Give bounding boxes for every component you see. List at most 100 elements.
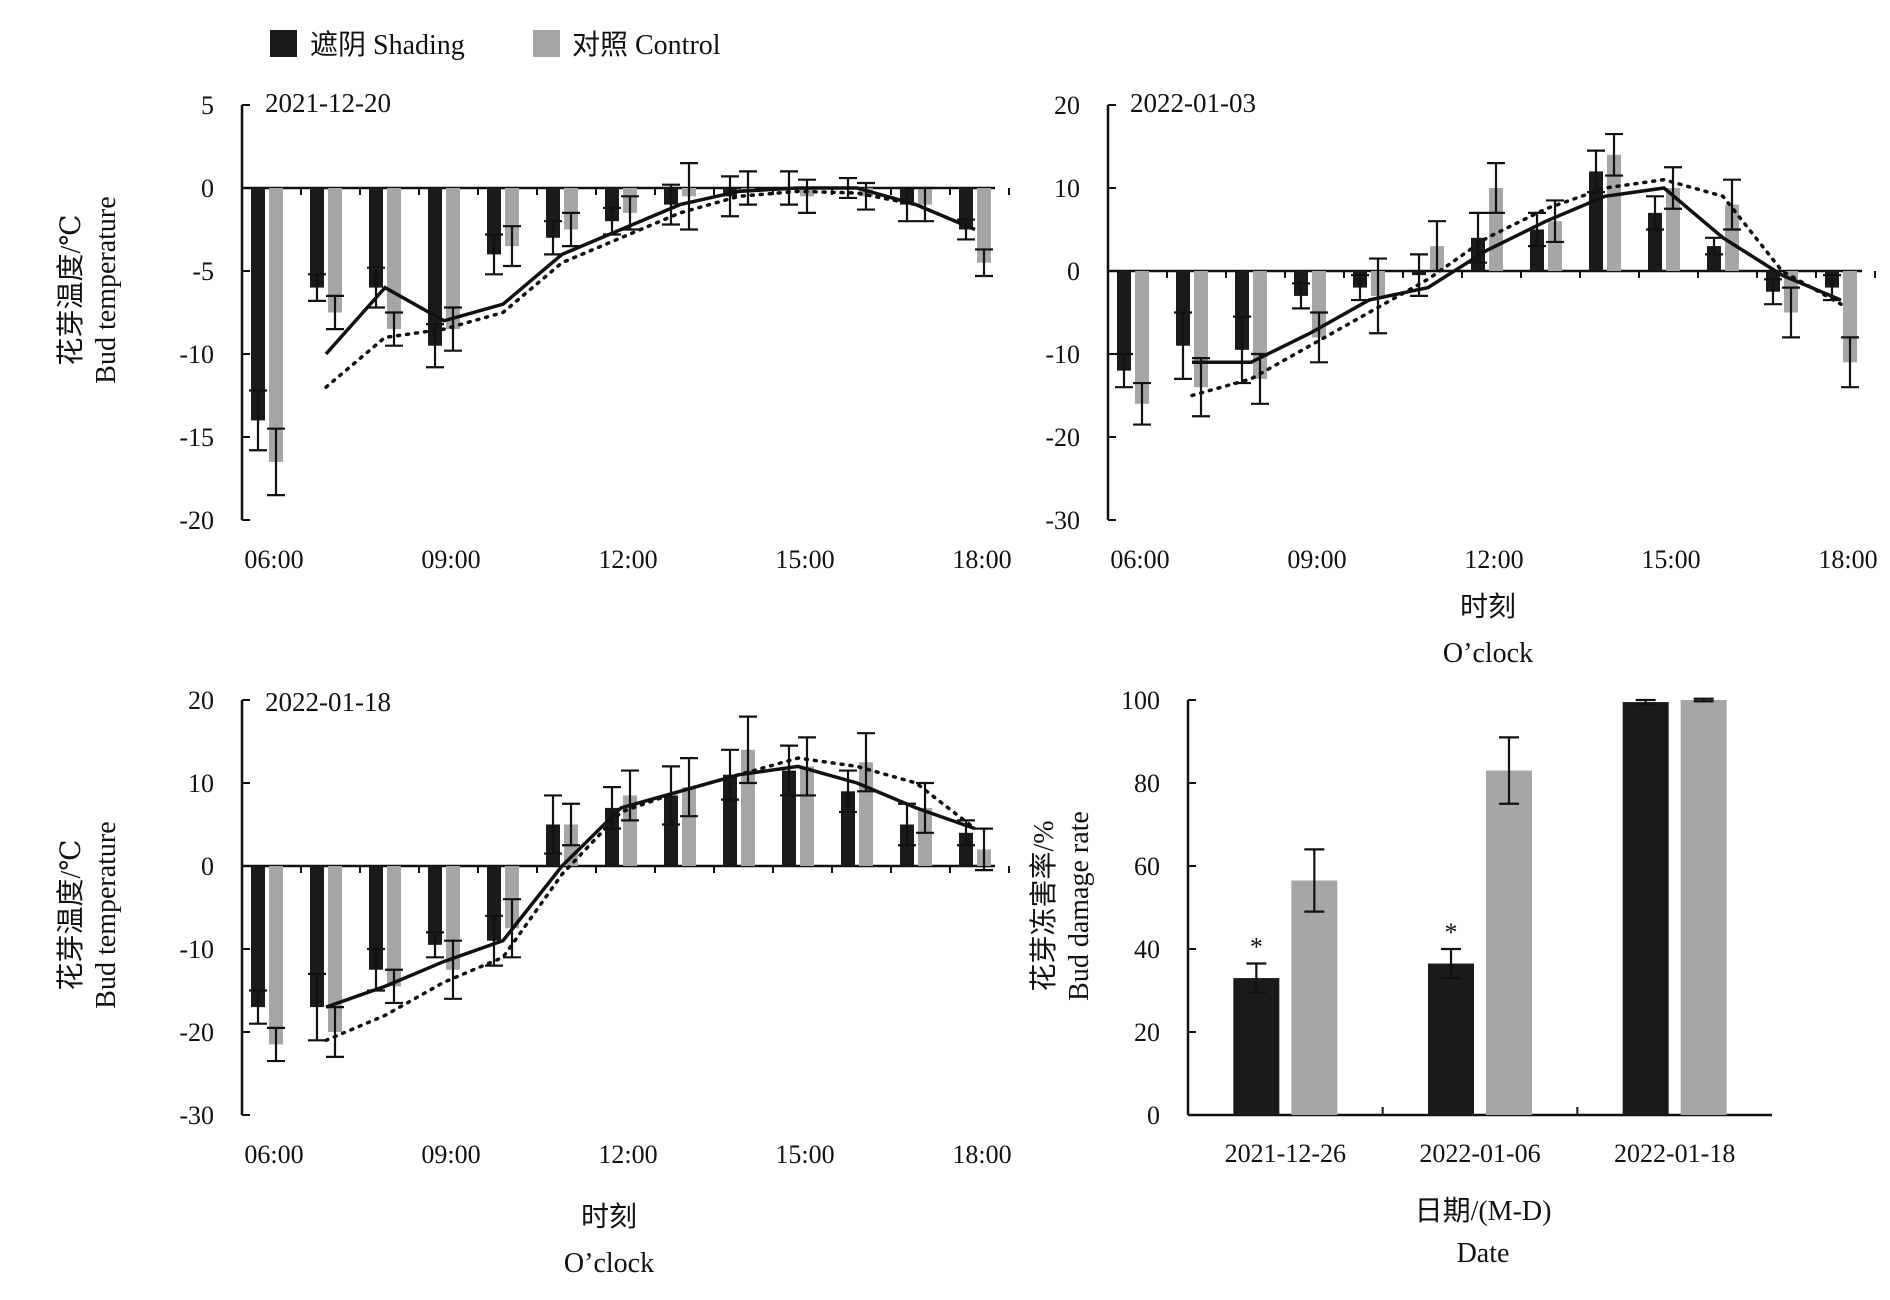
- x-axis-label-cn: 时刻: [1460, 591, 1516, 623]
- bar-shading: [1428, 963, 1474, 1115]
- y-tick-label: -20: [1045, 423, 1080, 452]
- trend-line-control: [1190, 177, 1843, 398]
- bar-control: [1843, 271, 1857, 363]
- x-tick-label: 06:00: [244, 545, 303, 574]
- x-axis-label-en: O’clock: [1443, 638, 1533, 669]
- bar-control: [1548, 221, 1562, 271]
- bar-shading: [428, 188, 442, 346]
- y-axis-label-cn: 花芽温度/℃: [55, 214, 87, 365]
- y-axis-label-cn: 花芽温度/℃: [55, 839, 87, 990]
- y-tick-label: -10: [179, 935, 214, 964]
- significance-marker: *: [1250, 933, 1263, 962]
- y-tick-label: -10: [1045, 340, 1080, 369]
- legend-label-control: 对照 Control: [572, 29, 721, 61]
- bar-control: [269, 188, 283, 462]
- x-tick-label: 06:00: [244, 1140, 303, 1169]
- panel-2022-01-03: 2022-01-03 时刻 O’clock 20 10 0 -10 -20 -30 06:0…: [1045, 88, 1877, 669]
- bar-control: [1725, 204, 1739, 271]
- y-axis-label-en: Bud damage rate: [1064, 811, 1095, 1001]
- panel-date-title: 2022-01-18: [265, 687, 391, 717]
- bar-control: [387, 188, 401, 330]
- y-tick-label: -30: [179, 1101, 214, 1130]
- panel-2022-01-18: 2022-01-18 花芽温度/℃ Bud temperature 时刻 O’c…: [55, 686, 1012, 1279]
- bar-shading: [1176, 271, 1190, 346]
- y-tick-label: 60: [1134, 852, 1160, 881]
- bar-control: [682, 787, 696, 866]
- bar-control: [505, 866, 519, 929]
- bar-shading: [369, 866, 383, 970]
- x-tick-label: 09:00: [421, 1140, 480, 1169]
- bar-control: [446, 866, 460, 970]
- y-tick-label: 40: [1134, 935, 1160, 964]
- bar-shading: [546, 188, 560, 238]
- y-axis-label-cn: 花芽冻害率/%: [1028, 820, 1060, 991]
- x-tick-label: 09:00: [421, 545, 480, 574]
- bar-control: [328, 188, 342, 313]
- x-tick-label: 18:00: [952, 1140, 1011, 1169]
- y-tick-label: 10: [1054, 174, 1080, 203]
- panel-date-title: 2022-01-03: [1130, 88, 1256, 118]
- bar-control: [446, 188, 460, 330]
- y-tick-label: -10: [179, 340, 214, 369]
- x-tick-label: 06:00: [1110, 545, 1169, 574]
- bar-control: [977, 188, 991, 263]
- bar-control: [1312, 271, 1326, 338]
- y-tick-label: 20: [1134, 1018, 1160, 1047]
- legend-swatch-control: [533, 30, 560, 57]
- bar-shading: [310, 188, 324, 288]
- bar-control: [1489, 188, 1503, 271]
- x-tick-label: 15:00: [775, 1140, 834, 1169]
- bar-shading: [959, 832, 973, 866]
- y-axis-label-en: Bud temperature: [91, 821, 122, 1008]
- bar-shading: [1235, 271, 1249, 350]
- bar-control: [1291, 880, 1338, 1115]
- y-tick-label: 0: [201, 174, 214, 203]
- bar-shading: [487, 188, 501, 255]
- x-tick-label: 2022-01-18: [1614, 1139, 1735, 1168]
- y-axis-label-en: Bud temperature: [91, 196, 122, 383]
- trend-line-shading: [324, 186, 976, 356]
- bar-control: [1253, 271, 1267, 379]
- x-axis-label-cn: 时刻: [581, 1201, 637, 1233]
- bar-shading: [841, 791, 855, 866]
- x-tick-label: 2022-01-06: [1419, 1139, 1540, 1168]
- panel-bud-damage-rate: 花芽冻害率/% Bud damage rate 日期/(M-D) Date 10…: [1028, 686, 1772, 1269]
- trend-line-control: [324, 756, 977, 1043]
- bar-control: [800, 766, 814, 866]
- x-tick-label: 09:00: [1287, 545, 1346, 574]
- bar-control: [741, 749, 755, 866]
- y-tick-label: 0: [201, 852, 214, 881]
- bar-shading: [664, 795, 678, 866]
- trend-line-control: [324, 189, 977, 389]
- x-tick-label: 12:00: [598, 1140, 657, 1169]
- bar-shading: [1117, 271, 1131, 371]
- bar-control: [1607, 154, 1621, 271]
- bar-shading: [487, 866, 501, 941]
- bar-control: [505, 188, 519, 247]
- x-tick-label: 18:00: [1818, 545, 1877, 574]
- legend-swatch-shading: [270, 30, 297, 57]
- y-tick-label: 10: [188, 769, 214, 798]
- y-tick-label: -30: [1045, 506, 1080, 535]
- significance-marker: *: [1445, 918, 1458, 947]
- x-tick-label: 15:00: [1641, 545, 1700, 574]
- x-axis-label-cn: 日期/(M-D): [1415, 1196, 1552, 1227]
- y-tick-label: 5: [201, 91, 214, 120]
- bar-shading: [1530, 229, 1544, 271]
- x-axis-label-en: Date: [1457, 1238, 1510, 1269]
- bar-control: [1680, 700, 1727, 1115]
- bar-control: [623, 795, 637, 866]
- trend-line-shading: [1192, 186, 1842, 365]
- y-tick-label: -20: [179, 1018, 214, 1047]
- bar-shading: [1589, 171, 1603, 271]
- y-tick-label: 100: [1121, 686, 1160, 715]
- x-axis-label-en: O’clock: [564, 1248, 654, 1279]
- bar-shading: [251, 866, 265, 1008]
- y-tick-label: -15: [179, 423, 214, 452]
- y-tick-label: -20: [179, 506, 214, 535]
- panel-date-title: 2021-12-20: [265, 88, 391, 118]
- legend: 遮阴 Shading 对照 Control: [270, 29, 721, 61]
- y-tick-label: 0: [1067, 257, 1080, 286]
- bar-shading: [310, 866, 324, 1008]
